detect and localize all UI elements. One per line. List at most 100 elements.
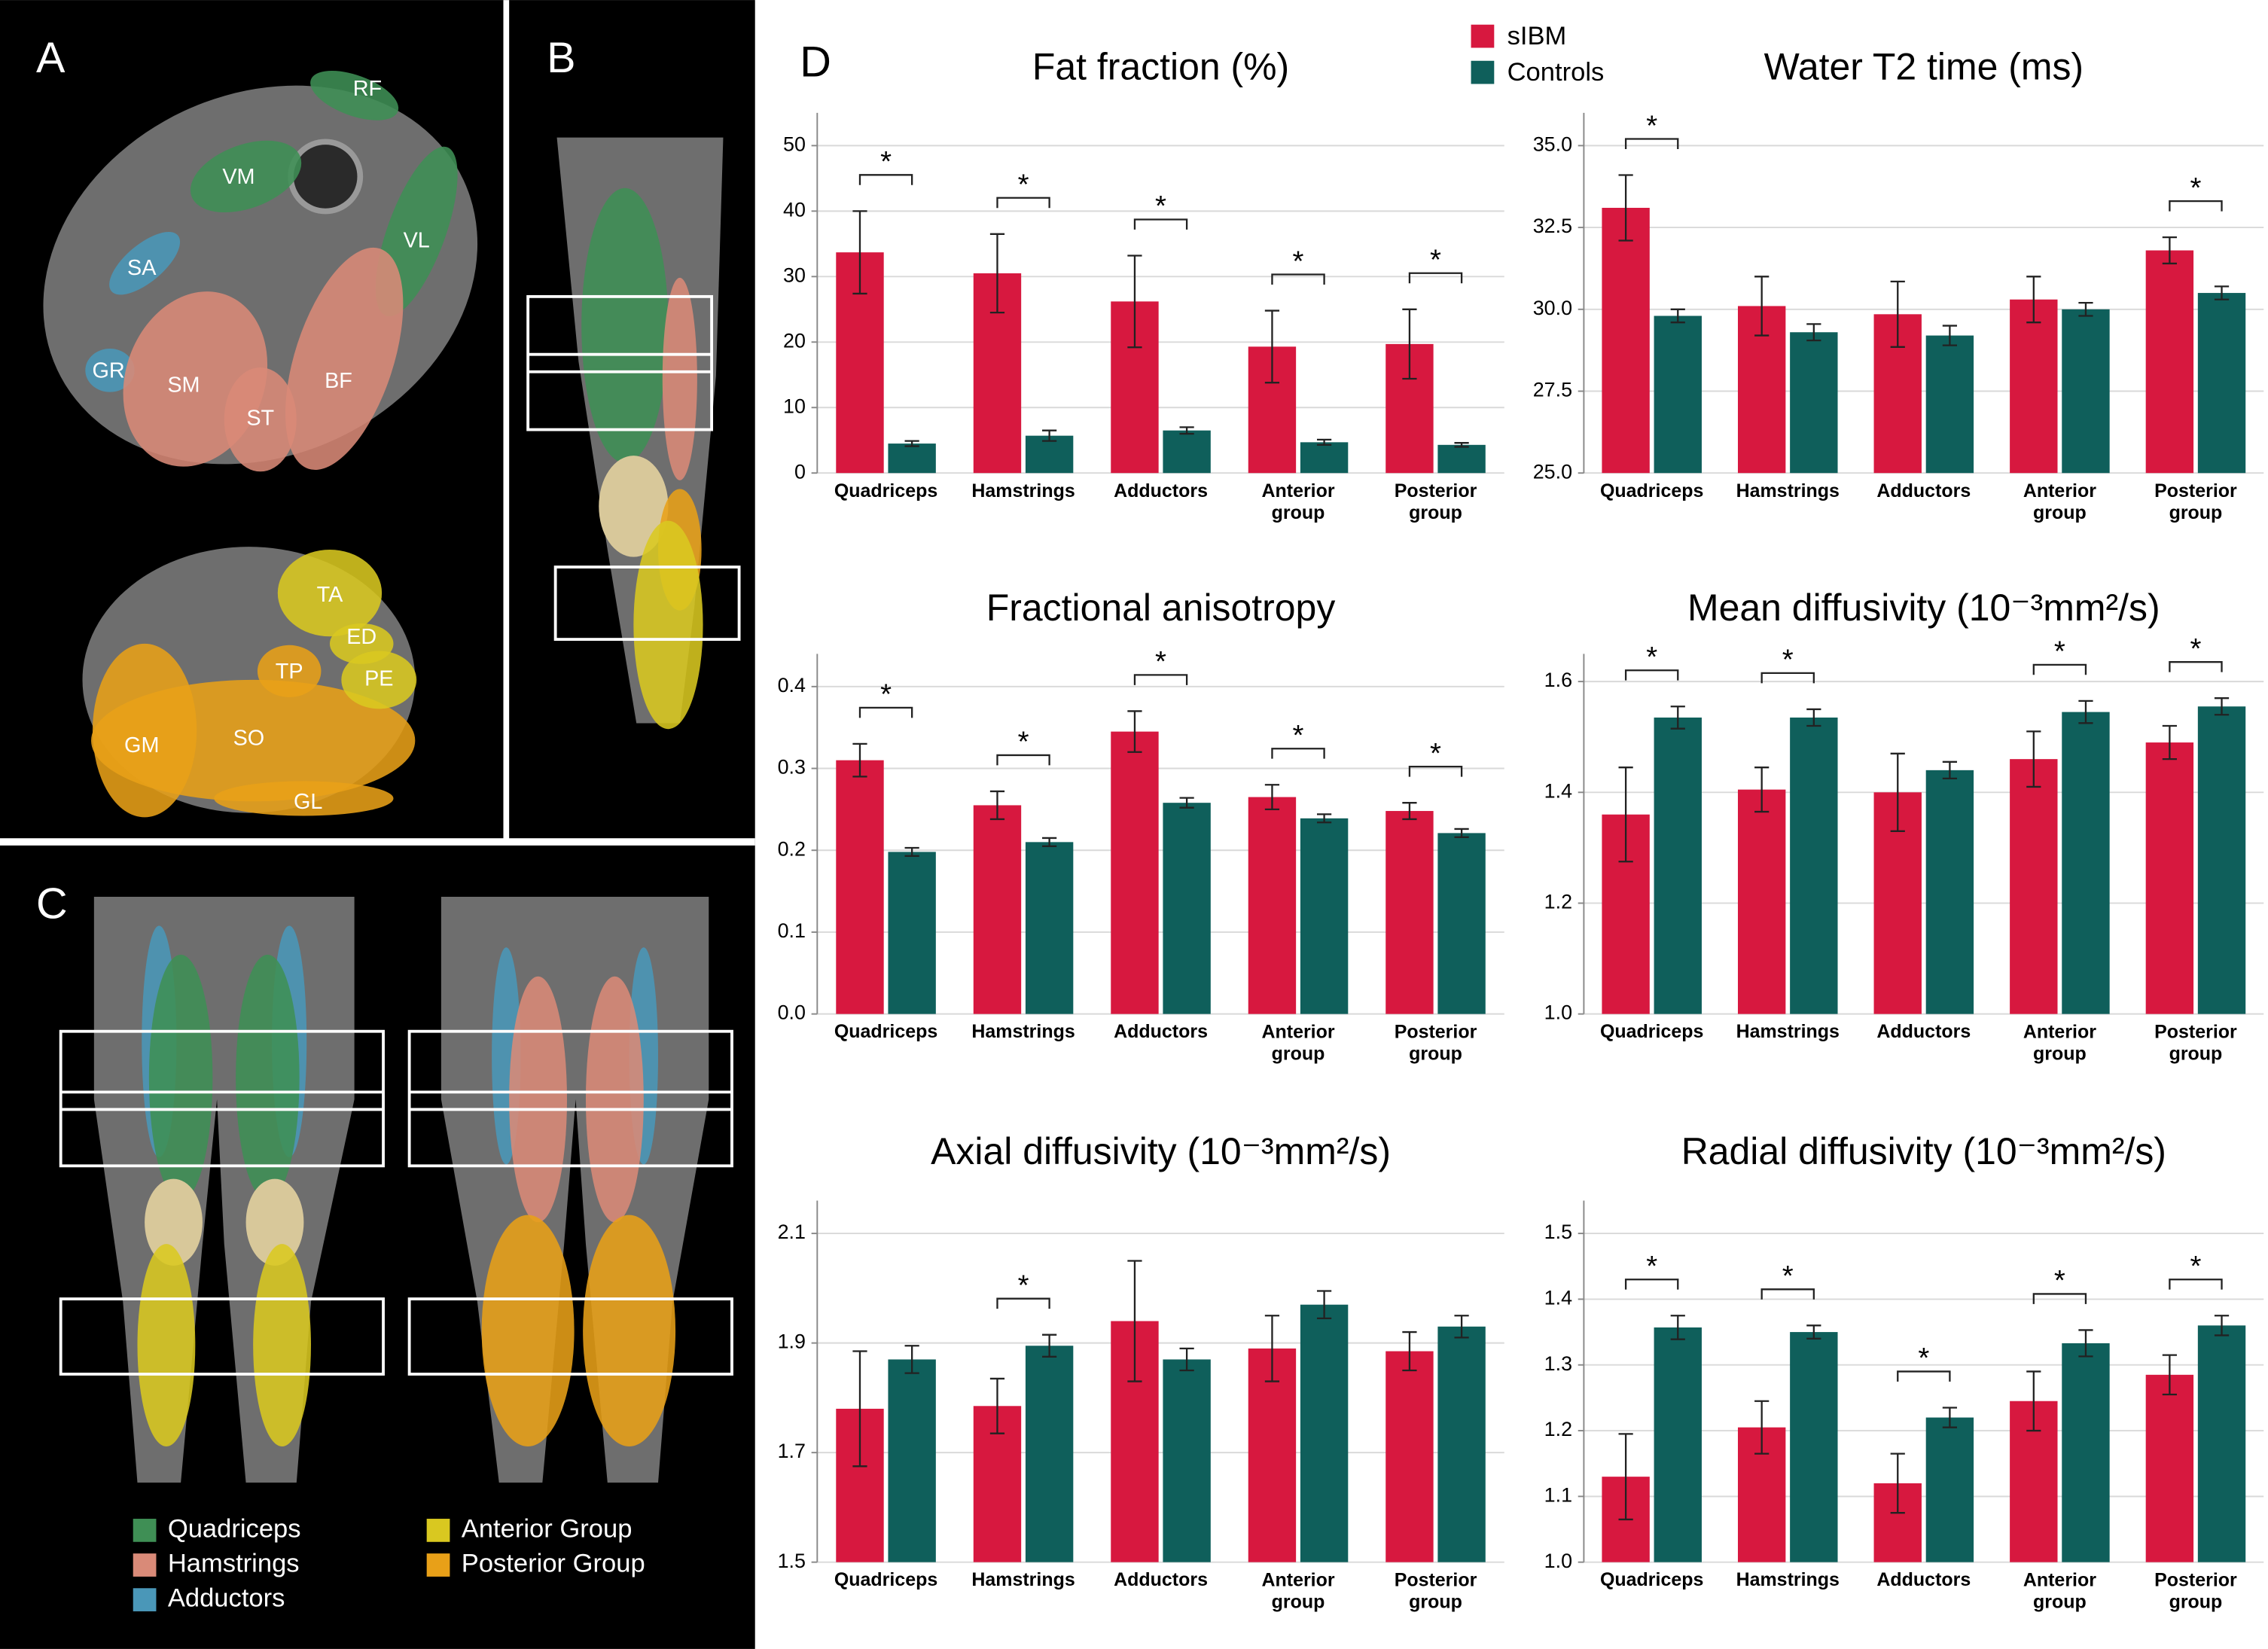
significance-star: * [1155,190,1166,222]
slab-box [553,565,741,642]
bar [2197,1325,2246,1562]
y-tick-label: 0.3 [778,756,806,779]
muscle [662,277,697,480]
legend-label: Quadriceps [168,1515,301,1544]
femur [288,139,364,215]
significance-bracket [1133,218,1188,230]
x-tick-label: Anterior group [1261,1021,1334,1064]
panel-label: B [547,34,575,82]
legend-label: Anterior Group [462,1515,633,1544]
significance-bracket [1624,1279,1679,1290]
bar [2145,742,2194,1014]
slab-box [59,1297,385,1376]
bar [2197,706,2246,1014]
legend-swatch [133,1588,157,1611]
bar [1654,717,1702,1014]
muscle [310,70,399,120]
significance-bracket [2032,663,2087,675]
significance-star: * [1918,1342,1929,1374]
muscle [92,643,197,818]
bar [2145,250,2194,474]
chart-title: Axial diffusivity (10⁻³mm²/s) [931,1130,1391,1172]
significance-bracket [1133,674,1188,685]
legend-label: Hamstrings [168,1550,300,1578]
panel-label: D [800,38,831,87]
x-tick-label: Adductors [1876,480,1971,501]
x-tick-label: Hamstrings [971,1569,1075,1590]
muscle [583,1215,676,1446]
y-tick-label: 25.0 [1533,460,1572,483]
significance-bracket [2032,1293,2087,1304]
bar [1248,797,1297,1014]
x-tick-label: Quadriceps [1600,480,1703,501]
bar [2197,293,2246,474]
x-tick-label: Adductors [1114,1021,1208,1042]
significance-star: * [1018,726,1029,758]
significance-bracket [2169,200,2223,212]
significance-bracket [1760,1288,1815,1300]
chart: Fractional anisotropy 0.0 0.1 0.2 0.3 0.4 * Qua… [778,578,1504,1064]
y-tick-label: 1.9 [778,1330,806,1353]
x-tick-label: Posterior group [2154,1569,2237,1612]
legend-swatch [426,1553,450,1577]
significance-bracket [2169,661,2223,672]
x-tick-label: Hamstrings [1736,1021,1840,1042]
bar [2062,712,2110,1014]
muscle [85,349,135,392]
y-tick-label: 20 [783,329,806,352]
significance-star: * [1782,644,1794,676]
y-tick-label: 1.2 [1544,891,1572,913]
legend-label: Controls [1507,58,1605,87]
significance-bracket [1408,272,1463,284]
x-tick-label: Quadriceps [834,480,937,501]
y-tick-label: 1.1 [1544,1483,1572,1506]
chart-title-bg [929,1122,1392,1187]
significance-bracket [996,754,1050,766]
x-tick-label: Anterior group [2023,1021,2096,1064]
significance-star: * [1646,641,1657,673]
y-tick-label: 1.4 [1544,1287,1572,1309]
bar [1111,731,1159,1014]
bar [888,443,936,474]
panel-label: A [36,34,66,82]
muscle [341,651,417,709]
muscle-label: TP [276,660,303,684]
y-tick-label: 30.0 [1533,297,1572,319]
chart-title: Fat fraction (%) [1032,45,1289,87]
legend-swatch [426,1519,450,1542]
bar [973,805,1022,1014]
muscle [190,140,302,213]
bar [1163,1359,1211,1562]
leg-3d-side [526,137,741,730]
muscle [581,187,669,463]
slab-box [59,1029,385,1168]
muscle-label: SM [167,373,200,398]
slab-box [526,294,714,431]
bar [1025,435,1074,474]
y-tick-label: 0.1 [778,919,806,942]
muscle [224,367,297,472]
bar [2062,309,2110,474]
bar [1925,1417,1974,1562]
legs-3d-front-back [59,897,733,1483]
significance-bracket [1624,138,1679,149]
muscle-label: SO [233,726,265,750]
bar [1602,208,1650,474]
bar [1925,335,1974,474]
muscle [109,231,181,295]
y-tick-label: 2.1 [778,1221,806,1243]
y-tick-label: 1.0 [1544,1001,1572,1024]
bar [1385,1351,1434,1562]
chart: Radial diffusivity (10⁻³mm²/s) 1.0 1.1 1.2 1… [1544,1122,2264,1612]
bar [1654,315,1702,474]
bar [1925,770,1974,1014]
significance-star: * [880,145,892,178]
muscle [214,781,394,816]
bar [1025,1346,1074,1562]
bar [1790,332,1838,474]
bar [1300,442,1349,474]
x-tick-label: Adductors [1114,480,1208,501]
bar [1025,842,1074,1014]
chart-title-bg [1692,38,2156,102]
chart-title: Radial diffusivity (10⁻³mm²/s) [1681,1130,2166,1172]
